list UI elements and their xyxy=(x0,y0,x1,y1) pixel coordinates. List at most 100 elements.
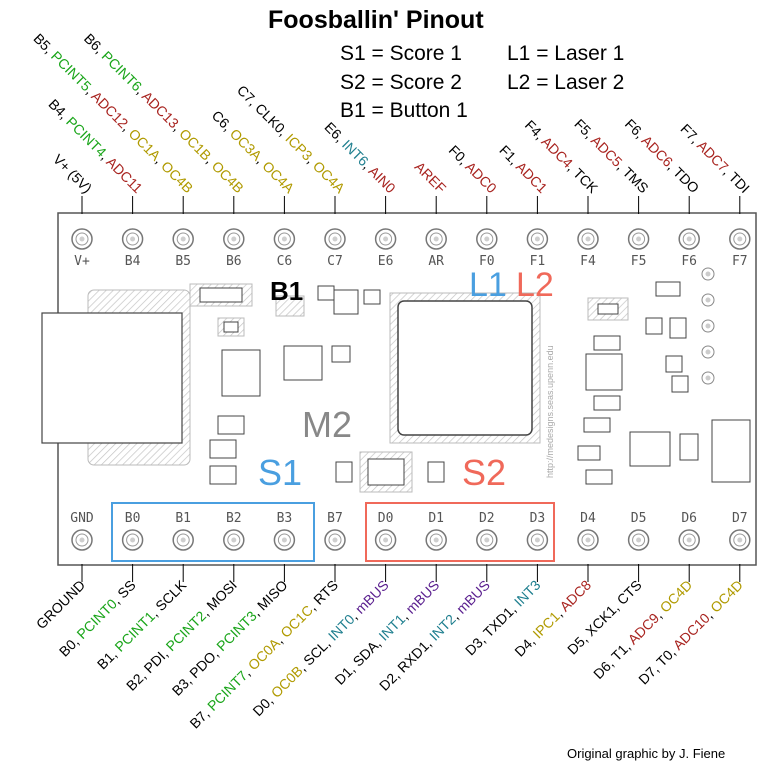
label-part: PCINT1 xyxy=(111,608,158,655)
pin-center xyxy=(281,537,287,543)
label-part: , TDO xyxy=(665,159,703,197)
pin-center xyxy=(332,537,338,543)
marker-s1: S1 xyxy=(258,452,303,493)
pin-name-label: D0 xyxy=(378,511,394,526)
pin-bottom-b2: B2 xyxy=(223,511,245,551)
label-part: PCINT2 xyxy=(163,607,210,654)
pin-center xyxy=(737,537,743,543)
top-label-ar: AREF xyxy=(412,158,449,214)
pin-center xyxy=(433,236,439,242)
pin-top-ar: AR xyxy=(425,228,447,269)
legend-b1: B1 = Button 1 xyxy=(340,99,468,122)
label-part: , SCLK xyxy=(147,576,190,619)
marker-l2: L2 xyxy=(516,266,554,304)
pin-center xyxy=(686,537,692,543)
legend-l2: L2 = Laser 2 xyxy=(507,71,625,94)
pin-name-label: D2 xyxy=(479,511,495,526)
marker-s2: S2 xyxy=(462,452,507,493)
pin-center xyxy=(332,236,338,242)
pin-center xyxy=(636,537,642,543)
label-part: PCINT3 xyxy=(213,607,260,654)
s2-highlight-box xyxy=(365,502,555,562)
label-part: OC4D xyxy=(707,577,746,616)
bottom-label-gnd: GROUND xyxy=(33,564,88,632)
pin-center xyxy=(79,236,85,242)
label-part: OC4D xyxy=(656,577,695,616)
pin-name-label: F0 xyxy=(479,254,495,269)
pin-name-label: F5 xyxy=(631,254,647,269)
pin-name-label: B6 xyxy=(226,254,242,269)
marker-b1: B1 xyxy=(270,276,304,306)
label-part: D7, T0, xyxy=(635,642,681,688)
pin-name-label: B4 xyxy=(125,254,141,269)
label-part: B2, PDI, xyxy=(123,643,174,694)
label-part: ADC10 xyxy=(670,610,713,653)
label-part: , RTS xyxy=(305,577,341,613)
marker-l1: L1 xyxy=(469,266,507,304)
label-part: PCINT0 xyxy=(73,595,120,642)
pin-bottom-d3: D3 xyxy=(526,511,549,551)
label-part: V+ (5V) xyxy=(50,151,95,196)
pin-bottom-d0: D0 xyxy=(374,511,397,551)
pin-center xyxy=(383,236,389,242)
top-label-v: V+ (5V) xyxy=(50,151,95,214)
pin-bottom-b3: B3 xyxy=(273,511,296,551)
pin-name-label: AR xyxy=(428,254,444,269)
pin-center xyxy=(686,236,692,242)
pin-bottom-d2: D2 xyxy=(476,511,498,551)
pin-function-text: V+ (5V) xyxy=(50,151,95,196)
label-part: ADC13 xyxy=(139,88,182,131)
pin-center xyxy=(484,236,490,242)
pin-name-label: D6 xyxy=(681,511,697,526)
legend-s1: S1 = Score 1 xyxy=(340,42,462,65)
label-part: OC4B xyxy=(209,158,247,196)
label-part: ADC12 xyxy=(88,88,131,131)
pin-top-f7: F7 xyxy=(729,228,751,269)
pin-center xyxy=(737,236,743,242)
pin-bottom-b0: B0 xyxy=(121,511,144,551)
board-components xyxy=(189,281,751,493)
pin-top-f4: F4 xyxy=(577,228,599,269)
pin-center xyxy=(281,236,287,242)
label-part: PCINT4 xyxy=(63,113,110,160)
jtag-header xyxy=(701,267,715,385)
pin-name-label: F1 xyxy=(530,254,546,269)
pin-function-text: D6, T1, ADC9, OC4D xyxy=(590,577,695,682)
pin-center xyxy=(484,537,490,543)
pin-top-b5: B5 xyxy=(172,228,194,269)
pin-center xyxy=(180,236,186,242)
top-label-f0: F0, ADC0 xyxy=(446,142,500,214)
pin-name-label: GND xyxy=(70,511,94,526)
pin-bottom-d6: D6 xyxy=(678,511,700,551)
pins-layer: V+ B4 B5 B6 C6 C7 E6 AR F0 F1 F4 F5 F6 F7 GND B0 B1 B2 B3 B… xyxy=(70,228,751,551)
pin-center xyxy=(585,537,591,543)
pin-top-c6: C6 xyxy=(273,228,296,269)
label-part: mBUS xyxy=(402,577,442,617)
pin-name-label: B7 xyxy=(327,511,343,526)
pin-name-label: D4 xyxy=(580,511,596,526)
pin-bottom-d1: D1 xyxy=(425,511,447,551)
pin-name-label: E6 xyxy=(378,254,394,269)
pin-center xyxy=(130,236,136,242)
label-part: , MISO xyxy=(248,577,290,619)
label-part: D6, T1, xyxy=(590,636,636,682)
pin-bottom-gnd: GND xyxy=(70,511,94,551)
pin-name-label: V+ xyxy=(74,254,90,269)
label-part: PCINT7 xyxy=(204,667,251,714)
pin-name-label: D7 xyxy=(732,511,748,526)
label-part: ADC1 xyxy=(513,158,551,196)
pin-name-label: C7 xyxy=(327,254,343,269)
board-name: M2 xyxy=(302,404,353,445)
label-part: PCINT5 xyxy=(48,48,95,95)
diagram-title: Foosballin' Pinout xyxy=(268,6,484,34)
pin-name-label: B0 xyxy=(125,511,141,526)
pin-function-text: F1, ADC1 xyxy=(496,142,550,196)
label-part: , MOSI xyxy=(198,577,240,619)
pin-name-label: F7 xyxy=(732,254,748,269)
pin-function-text: B1, PCINT1, SCLK xyxy=(94,576,190,672)
legend-s2: S2 = Score 2 xyxy=(340,71,462,94)
label-part: ADC11 xyxy=(103,154,146,197)
pin-name-label: B1 xyxy=(175,511,191,526)
pin-center xyxy=(231,236,237,242)
